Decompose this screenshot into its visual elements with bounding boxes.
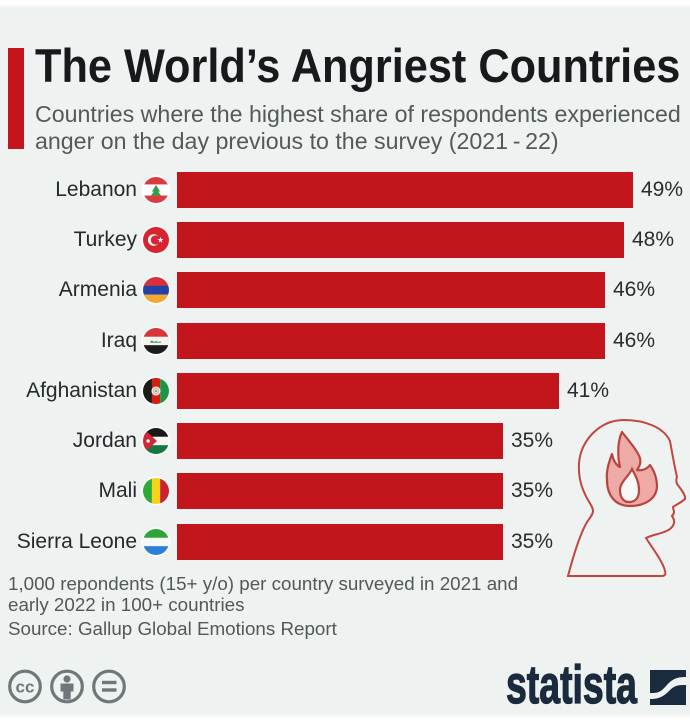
svg-text:cc: cc: [16, 678, 35, 697]
svg-text:statista: statista: [506, 660, 638, 710]
